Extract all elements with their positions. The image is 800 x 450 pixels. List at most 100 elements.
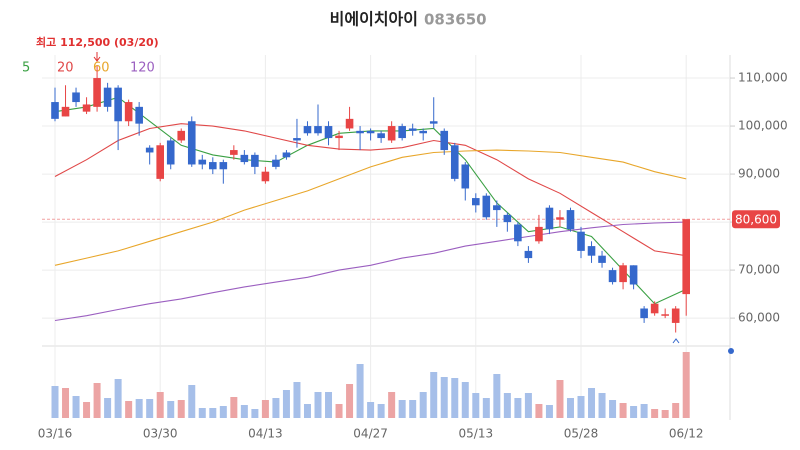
candle-body: [493, 205, 501, 211]
candle-body: [61, 106, 70, 117]
last-price-label: 80,600: [735, 213, 777, 227]
volume-bar: [535, 404, 543, 418]
volume-bar: [514, 398, 522, 418]
volume-bar: [146, 399, 154, 418]
volume-bar: [272, 398, 280, 418]
candle-body: [619, 265, 627, 283]
volume-bar: [72, 396, 80, 418]
volume-bar: [556, 380, 564, 418]
y-tick-label: 110,000: [738, 71, 788, 85]
stock-code: 083650: [424, 11, 487, 29]
volume-bar: [51, 386, 59, 418]
volume-bar: [493, 374, 501, 418]
candle-body: [661, 314, 669, 316]
candle-body: [608, 270, 617, 283]
chart-title: 비에이치아이: [330, 10, 418, 29]
grid: [42, 55, 730, 418]
candle-body: [314, 126, 322, 134]
volume-bar: [598, 393, 606, 418]
volume-bar: [419, 392, 427, 418]
candle-body: [230, 150, 238, 155]
candle-body: [598, 255, 606, 263]
candle-body: [124, 102, 133, 122]
volume-bar: [219, 406, 227, 418]
candle-body: [261, 171, 270, 182]
volume-bar: [83, 402, 91, 418]
legend-entry: 60: [93, 61, 110, 76]
candle-body: [524, 250, 533, 259]
candle-body: [345, 118, 354, 129]
candle-body: [293, 138, 301, 141]
volume-bar: [377, 404, 385, 418]
volume-bar: [524, 393, 532, 418]
volume-bar: [209, 408, 217, 418]
volume-bar: [472, 393, 480, 418]
volume-bar: [430, 372, 438, 418]
volume-bar: [188, 385, 196, 418]
volume-bar: [588, 388, 596, 418]
high-annotation: 최고 112,500 (03/20): [36, 35, 159, 49]
candle-body: [587, 246, 596, 256]
candle-body: [103, 87, 112, 107]
candle-body: [335, 135, 343, 139]
candle-body: [640, 308, 648, 319]
volume-bar: [503, 393, 511, 418]
volume-bar: [672, 403, 680, 418]
volume-bar: [261, 400, 269, 418]
volume-bar: [125, 401, 133, 418]
volume-bar: [640, 404, 648, 418]
candle-body: [419, 130, 427, 134]
candle-body: [187, 121, 196, 165]
candle-body: [251, 154, 259, 167]
candle-body: [198, 159, 207, 165]
low-marker: [672, 338, 680, 344]
volume-bar: [609, 400, 617, 418]
volume-bar: [388, 392, 396, 418]
legend-entry: 20: [57, 61, 74, 76]
candle-body: [671, 308, 680, 323]
candle-body: [472, 198, 480, 206]
volume-bar: [167, 401, 175, 418]
volume-bar: [630, 406, 638, 418]
candle-body: [282, 152, 291, 158]
candle-body: [51, 102, 59, 119]
candle-body: [166, 140, 175, 165]
moving-average-line: [54, 123, 687, 257]
volume-bar: [661, 410, 669, 418]
candle-body: [135, 106, 143, 124]
candle-body: [387, 126, 396, 141]
volume-bar: [346, 384, 354, 418]
moving-average-line: [54, 149, 687, 266]
candle-body: [682, 219, 690, 295]
volume-bar: [325, 392, 333, 418]
volume-bar: [62, 388, 70, 418]
candle-body: [72, 92, 80, 103]
y-tick-label: 60,000: [738, 311, 780, 325]
volume-bar: [114, 379, 122, 418]
volume-bar: [461, 382, 469, 418]
y-tick-label: 90,000: [738, 167, 780, 181]
candle-body: [461, 164, 470, 189]
volume-bar: [293, 382, 301, 418]
volume-bar: [545, 405, 553, 418]
x-tick-label: 04/13: [248, 427, 283, 441]
volume-bar: [230, 397, 238, 418]
volume-bar: [367, 402, 375, 418]
candle-body: [650, 303, 659, 314]
y-tick-label: 70,000: [738, 263, 780, 277]
volume-bar: [303, 404, 311, 418]
candle-body: [240, 154, 249, 163]
x-tick-label: 05/28: [564, 427, 599, 441]
candle-body: [429, 121, 438, 124]
candle-body: [366, 130, 375, 134]
volume-bar: [409, 400, 417, 418]
candle-body: [209, 162, 217, 170]
volume-bar: [682, 352, 690, 418]
volume-bar: [619, 403, 627, 418]
volume-bar: [651, 409, 659, 418]
candle-body: [577, 231, 585, 251]
volume-bar: [198, 408, 206, 418]
volume-bar: [577, 396, 585, 418]
last-price-box: [732, 210, 780, 229]
